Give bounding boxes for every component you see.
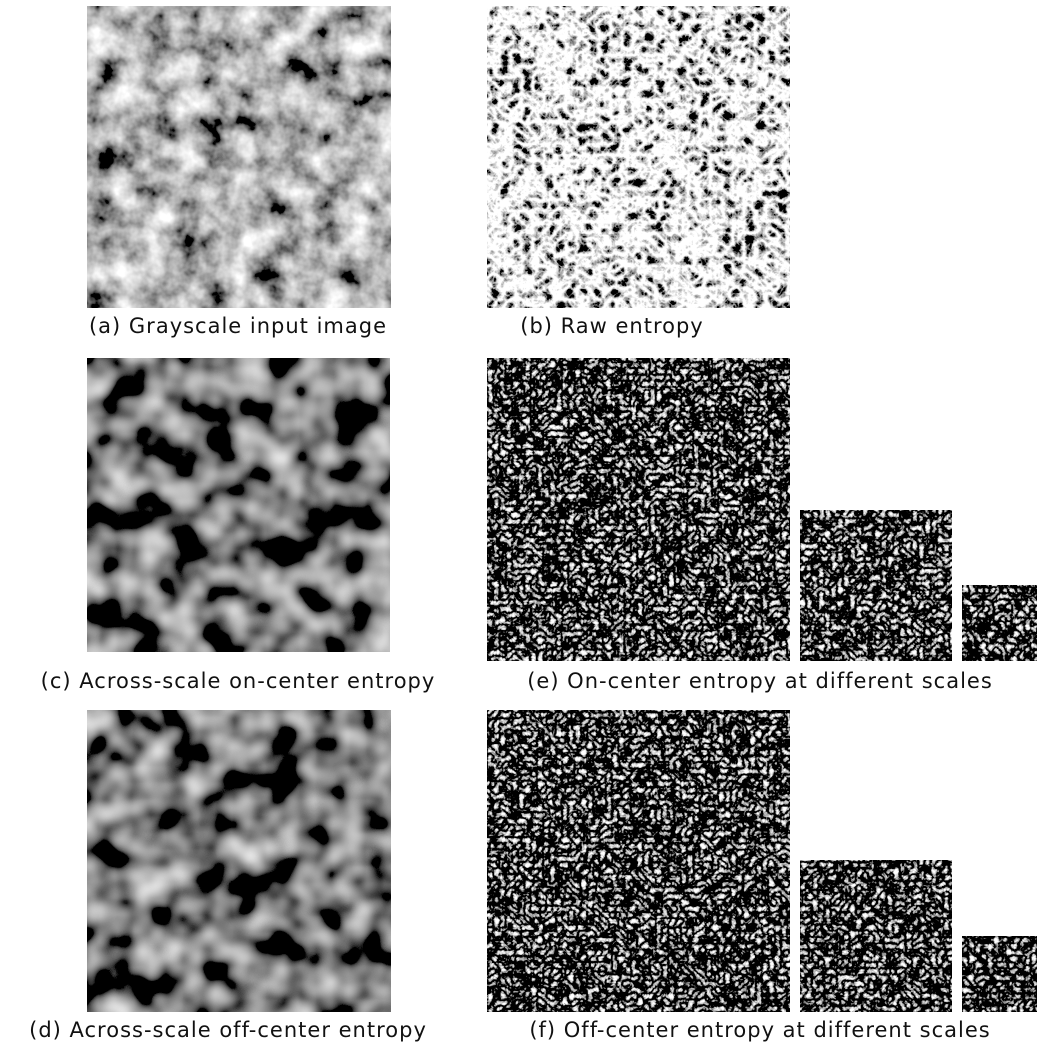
image — [800, 510, 952, 661]
image — [800, 860, 952, 1012]
caption: (f) Off-center entropy at different scal… — [529, 1018, 990, 1042]
caption: (e) On-center entropy at different scale… — [527, 669, 993, 693]
image — [962, 936, 1037, 1012]
caption: (c) Across-scale on-center entropy — [41, 669, 436, 693]
caption: (b) Raw entropy — [520, 314, 703, 338]
image — [87, 6, 391, 308]
image — [487, 358, 790, 661]
figure: (a) Grayscale input image (b) Raw entrop… — [0, 0, 1037, 1046]
caption: (a) Grayscale input image — [89, 314, 387, 338]
page: (a) Grayscale input image (b) Raw entrop… — [0, 0, 1037, 1046]
image — [87, 358, 390, 652]
caption: (d) Across-scale off-center entropy — [29, 1018, 427, 1042]
image — [487, 6, 790, 308]
image — [487, 710, 790, 1012]
image — [962, 585, 1037, 661]
image — [87, 710, 391, 1012]
